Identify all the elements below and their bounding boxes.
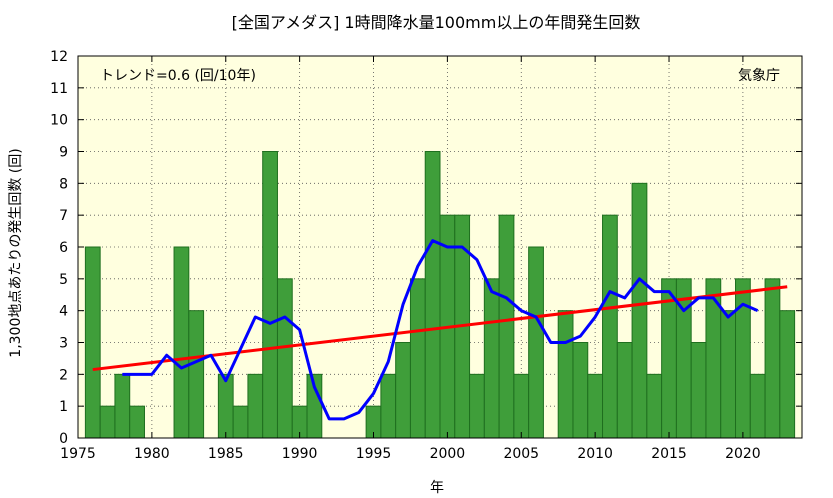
moving-average-group [122,239,759,421]
y-tick-label: 9 [59,145,68,161]
bar [483,278,500,439]
x-tick-label: 1995 [356,446,392,462]
source-label: 気象庁 [738,68,780,84]
bar [720,310,737,439]
x-axis: 1975 1980 1985 1990 1995 2000 2005 2010 2015 2020 [60,56,761,462]
bar [779,310,796,439]
y-tick-label: 0 [59,431,68,447]
bar [587,373,604,439]
bar [84,246,101,439]
bar [469,373,485,439]
y-axis-label: 1,300地点あたりの発生回数 (回) [8,148,24,357]
y-tick-label: 2 [59,367,68,383]
y-tick-label: 3 [59,336,68,352]
bar [380,373,397,439]
x-tick-label: 2000 [430,446,466,462]
y-tick-label: 10 [50,113,68,129]
chart-title: [全国アメダス] 1時間降水量100mm以上の年間発生回数 [232,13,641,32]
x-tick-label: 1985 [208,446,244,462]
bars [84,151,796,439]
trend-annotation: トレンド=0.6 (回/10年) [100,68,256,84]
bar [262,151,278,439]
bar [498,214,515,439]
bar [395,342,411,439]
y-tick-label: 12 [50,49,68,65]
bar [631,182,648,439]
x-tick-label: 2005 [503,446,539,462]
bar [276,278,293,439]
bar [129,405,145,439]
y-tick-label: 6 [59,240,68,256]
bar [646,373,663,439]
bar [114,373,131,439]
bar [217,373,234,439]
bar [99,405,116,439]
moving-average-line [122,239,759,421]
bar [173,246,190,439]
bar [602,214,618,439]
y-tick-label: 7 [59,208,68,224]
bar [424,151,441,439]
x-tick-label: 2010 [577,446,613,462]
x-tick-label: 1980 [134,446,170,462]
bar [188,310,205,439]
y-tick-label: 4 [59,304,68,320]
bar [572,342,589,439]
x-axis-label: 年 [430,480,444,496]
bar [749,373,766,439]
y-tick-label: 11 [50,81,68,97]
x-tick-label: 2015 [651,446,687,462]
bar [528,246,544,439]
x-tick-label: 2020 [725,446,761,462]
x-tick-label: 1990 [282,446,318,462]
bar [232,405,249,439]
bar [764,278,781,439]
x-tick-label: 1975 [60,446,96,462]
bar [557,310,574,439]
bar [616,342,633,439]
y-tick-label: 8 [59,176,68,192]
bar [247,373,264,439]
bar [513,373,530,439]
bar [735,278,751,439]
y-tick-label: 5 [59,272,68,288]
y-tick-label: 1 [59,399,68,415]
bar [690,342,707,439]
bar [409,278,426,439]
